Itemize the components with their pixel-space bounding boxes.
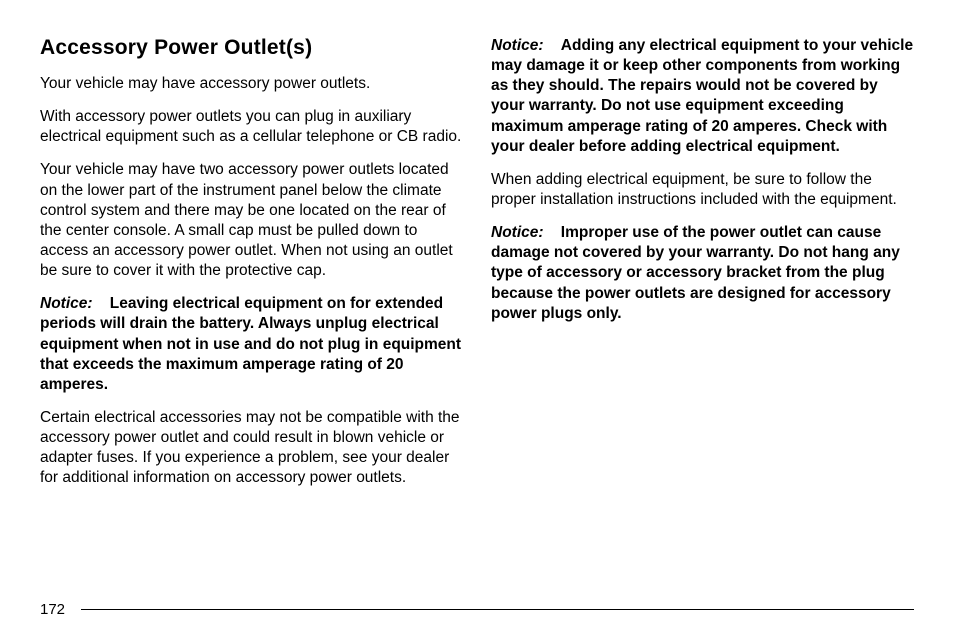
notice-body: Adding any electrical equipment to your …	[491, 37, 913, 155]
notice-spacer	[548, 37, 557, 54]
page-footer: 172	[40, 601, 914, 618]
paragraph-location: Your vehicle may have two accessory powe…	[40, 160, 463, 281]
right-column: Notice: Adding any electrical equipment …	[491, 36, 914, 502]
left-column: Accessory Power Outlet(s) Your vehicle m…	[40, 36, 463, 502]
page-number: 172	[40, 601, 65, 618]
notice-spacer	[97, 295, 106, 312]
section-heading: Accessory Power Outlet(s)	[40, 36, 463, 60]
notice-label: Notice:	[491, 37, 544, 54]
paragraph-intro: Your vehicle may have accessory power ou…	[40, 74, 463, 94]
notice-label: Notice:	[491, 224, 544, 241]
paragraph-usage: With accessory power outlets you can plu…	[40, 107, 463, 147]
notice-add-equipment: Notice: Adding any electrical equipment …	[491, 36, 914, 157]
notice-spacer	[548, 224, 557, 241]
paragraph-compatibility: Certain electrical accessories may not b…	[40, 408, 463, 489]
notice-improper-use: Notice: Improper use of the power outlet…	[491, 223, 914, 324]
paragraph-installation: When adding electrical equipment, be sur…	[491, 170, 914, 210]
notice-drain-battery: Notice: Leaving electrical equipment on …	[40, 294, 463, 395]
notice-label: Notice:	[40, 295, 93, 312]
page-content: Accessory Power Outlet(s) Your vehicle m…	[40, 36, 914, 502]
footer-rule	[81, 609, 914, 610]
